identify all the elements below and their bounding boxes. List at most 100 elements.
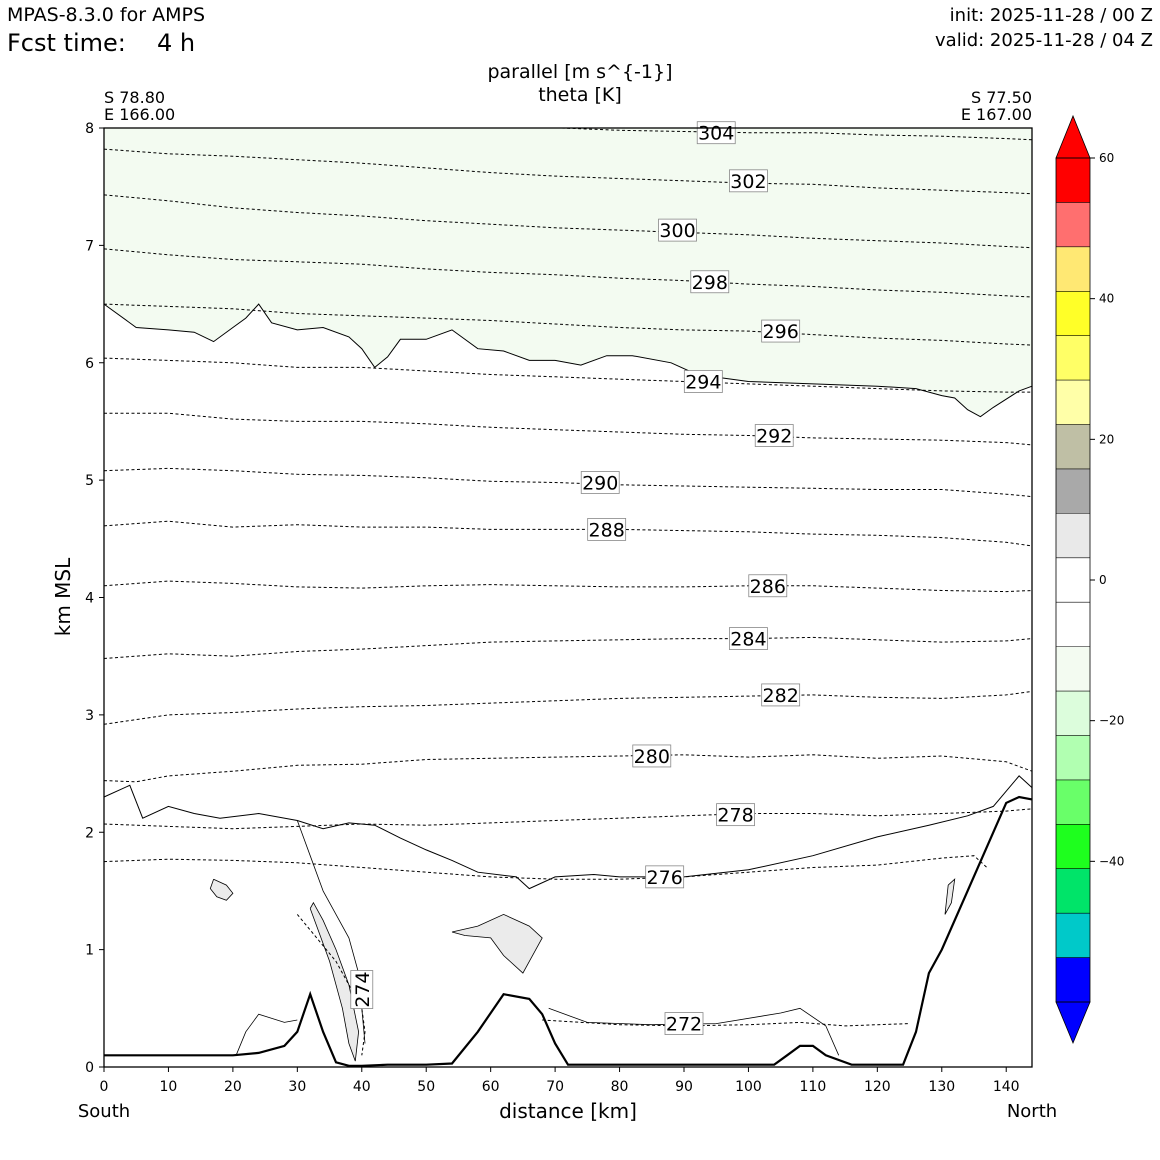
y-tick-label-1: 1	[85, 943, 94, 959]
x-tick-label-100: 100	[735, 1079, 762, 1095]
theta-label-274: 274	[350, 970, 374, 1009]
y-tick-label-8: 8	[85, 121, 94, 137]
theta-label-text-290: 290	[582, 472, 618, 494]
theta-label-text-304: 304	[698, 123, 734, 145]
theta-contour-282	[103, 690, 1033, 725]
y-tick-label-7: 7	[85, 238, 94, 254]
theta-label-304: 304	[696, 121, 736, 145]
theta-label-text-294: 294	[685, 372, 721, 394]
x-tick-label-30: 30	[288, 1079, 306, 1095]
colorbar-tick-label-3: 0	[1099, 573, 1107, 587]
theta-label-box-276	[645, 865, 685, 889]
theta-label-286: 286	[748, 574, 788, 598]
theta-label-box-286	[748, 574, 788, 598]
theta-label-box-282	[761, 683, 801, 707]
left-direction-label: South	[78, 1101, 130, 1122]
theta-label-272: 272	[664, 1012, 704, 1036]
x-tick-label-10: 10	[160, 1079, 178, 1095]
theta-label-box-294	[683, 370, 723, 393]
theta-label-box-274	[350, 970, 374, 1009]
theta-label-box-278	[716, 803, 755, 827]
chart-title-line1: parallel [m s^{-1}]	[487, 61, 672, 83]
fcst-time-value: 4 h	[157, 29, 196, 57]
colorbar-bin-4	[1056, 335, 1090, 381]
y-tick-label-4: 4	[85, 591, 94, 607]
theta-label-text-288: 288	[589, 519, 625, 541]
theta-label-text-284: 284	[730, 629, 766, 651]
wind-contour-extra-2	[235, 1013, 298, 1056]
y-tick-label-0: 0	[85, 1060, 94, 1076]
theta-label-296: 296	[761, 319, 801, 343]
x-tick-label-80: 80	[611, 1079, 629, 1095]
theta-label-298: 298	[690, 270, 730, 294]
shaded-patch-3	[209, 878, 234, 901]
x-tick-label-20: 20	[224, 1079, 242, 1095]
colorbar-bin-12	[1056, 691, 1090, 736]
left-end-lon: E 166.00	[104, 105, 175, 124]
colorbar-bin-0	[1056, 158, 1090, 203]
wind-contour-extra-1	[296, 820, 366, 1044]
x-tick-label-0: 0	[100, 1079, 109, 1095]
theta-contour-272	[542, 1019, 910, 1027]
right-direction-label: North	[1007, 1101, 1057, 1122]
theta-contour-layer	[103, 127, 1033, 1056]
theta-label-layer: 272 274 276 278 280 282 284 286 288 290 292 294 296 2…	[350, 121, 801, 1036]
theta-contour-288	[103, 520, 1033, 547]
theta-contour-280	[103, 754, 1033, 783]
theta-label-text-300: 300	[659, 220, 695, 242]
colorbar-bin-17	[1056, 913, 1090, 958]
model-title: MPAS-8.3.0 for AMPS	[7, 4, 206, 26]
theta-contour-296	[103, 303, 1033, 346]
theta-label-278: 278	[716, 803, 755, 827]
theta-label-text-298: 298	[692, 272, 728, 294]
theta-contour-302	[103, 148, 1033, 195]
theta-label-box-296	[761, 319, 801, 343]
wind-contour-extra-3	[548, 1007, 840, 1056]
shaded-patch-1	[309, 901, 360, 1062]
x-tick-label-140: 140	[993, 1079, 1020, 1095]
theta-label-text-292: 292	[756, 426, 792, 448]
init-time: init: 2025-11-28 / 00 Z	[949, 5, 1153, 26]
theta-contour-290	[103, 467, 1033, 498]
colorbar-bin-3	[1056, 291, 1090, 336]
y-axis-label: km MSL	[51, 557, 75, 636]
x-tick-label-60: 60	[482, 1079, 500, 1095]
colorbar-bin-7	[1056, 468, 1090, 514]
colorbar-tick-label-5: −40	[1099, 854, 1124, 868]
theta-contour-276	[103, 855, 988, 880]
theta-label-292: 292	[754, 424, 794, 448]
theta-label-text-274: 274	[352, 971, 374, 1007]
fcst-time-label: Fcst time:	[7, 29, 126, 57]
colorbar-tick-label-4: −20	[1099, 714, 1124, 728]
colorbar: 60 40 20 0 −20 −40	[1055, 114, 1124, 1045]
colorbar-bin-6	[1056, 424, 1090, 470]
theta-label-box-280	[632, 744, 672, 768]
colorbar-bin-5	[1056, 380, 1090, 425]
theta-label-282: 282	[761, 683, 801, 707]
theta-label-text-272: 272	[666, 1014, 702, 1036]
theta-label-text-278: 278	[717, 805, 753, 827]
theta-label-276: 276	[645, 865, 685, 889]
theta-contour-274	[296, 914, 366, 1056]
y-tick-label-3: 3	[85, 708, 94, 724]
theta-contour-304	[561, 127, 1033, 141]
wind-shading-layer	[104, 128, 1032, 1062]
wind-contour-lower	[103, 775, 1033, 890]
colorbar-over-arrow	[1055, 114, 1091, 159]
theta-label-text-282: 282	[763, 685, 799, 707]
colorbar-tick-label-1: 40	[1099, 292, 1114, 306]
x-axis-label: distance [km]	[499, 1099, 637, 1123]
colorbar-bin-8	[1056, 513, 1090, 559]
axes-layer: 0 10 20 30 40 50 60 70 80 90 100 110 120 130 140 0 1 2 3 4 5…	[85, 121, 1033, 1095]
colorbar-bin-18	[1056, 957, 1090, 1003]
theta-label-box-284	[729, 627, 768, 650]
x-tick-label-40: 40	[353, 1079, 371, 1095]
theta-contour-284	[103, 636, 1033, 659]
theta-label-box-292	[754, 424, 794, 447]
colorbar-bin-10	[1056, 602, 1090, 647]
theta-contour-294	[103, 357, 1032, 393]
theta-label-box-290	[580, 471, 620, 494]
wind-contour-upper	[103, 303, 1033, 418]
colorbar-bin-2	[1056, 246, 1090, 292]
